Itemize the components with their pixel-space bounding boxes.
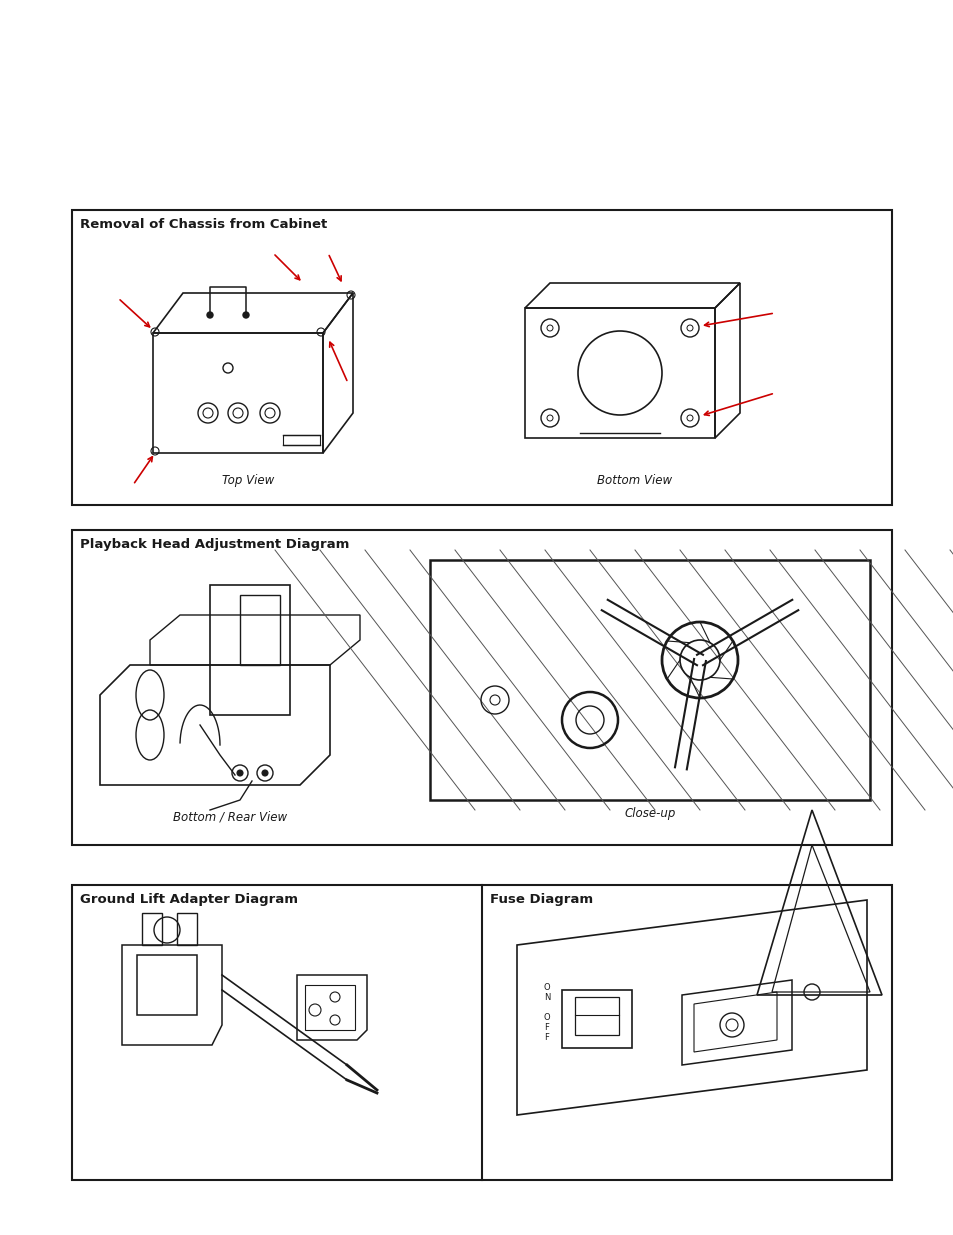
Text: F: F — [544, 1034, 549, 1042]
Text: Top View: Top View — [222, 474, 274, 487]
Bar — [71, 530, 891, 845]
Bar — [561, 990, 631, 1049]
Text: F: F — [544, 1024, 549, 1032]
Text: Bottom View: Bottom View — [597, 474, 672, 487]
Bar — [283, 435, 319, 445]
Text: O: O — [543, 1014, 550, 1023]
Text: Removal of Chassis from Cabinet: Removal of Chassis from Cabinet — [80, 219, 327, 231]
Circle shape — [207, 312, 213, 317]
Text: Close-up: Close-up — [623, 806, 675, 820]
Text: Fuse Diagram: Fuse Diagram — [490, 893, 593, 906]
Bar — [305, 986, 355, 1030]
Text: N: N — [543, 993, 550, 1003]
Circle shape — [262, 769, 268, 776]
Bar — [575, 997, 618, 1035]
Text: Ground Lift Adapter Diagram: Ground Lift Adapter Diagram — [80, 893, 297, 906]
Bar — [430, 559, 869, 800]
Bar — [71, 210, 891, 505]
Bar — [142, 913, 162, 945]
Circle shape — [236, 769, 243, 776]
Circle shape — [243, 312, 249, 317]
Bar — [177, 913, 196, 945]
Text: O: O — [543, 983, 550, 993]
Text: Playback Head Adjustment Diagram: Playback Head Adjustment Diagram — [80, 538, 349, 551]
Text: Bottom / Rear View: Bottom / Rear View — [172, 810, 287, 823]
Bar — [71, 885, 891, 1179]
